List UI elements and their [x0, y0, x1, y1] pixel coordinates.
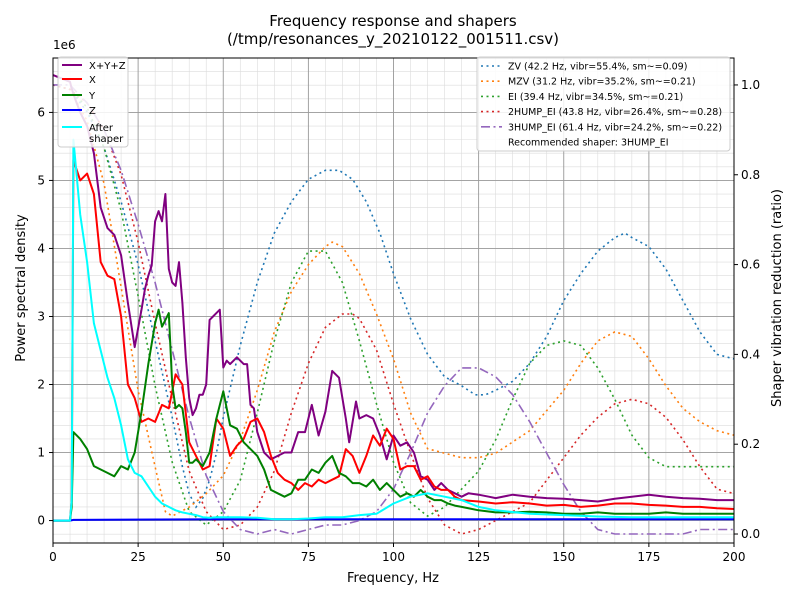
- legend-shapers: ZV (42.2 Hz, vibr=55.4%, sm~=0.09) MZV (3…: [476, 56, 731, 152]
- y-tick-label: 3: [37, 309, 45, 323]
- y-right-tick-label: 1.0: [741, 78, 760, 92]
- chart-title: Frequency response and shapers: [269, 12, 517, 30]
- x-tick-label: 100: [382, 550, 405, 564]
- x-tick-label: 200: [723, 550, 746, 564]
- legend-psd-label: X+Y+Z: [89, 61, 126, 72]
- legend-shaper-label: EI (39.4 Hz, vibr=34.5%, sm~=0.21): [508, 92, 683, 103]
- legend-shapers-box: [476, 56, 731, 152]
- chart-subtitle: (/tmp/resonances_y_20210122_001511.csv): [227, 30, 559, 49]
- legend-recommended-label: Recommended shaper: 3HUMP_EI: [508, 138, 669, 149]
- legend-psd-label: Y: [88, 91, 96, 102]
- legend-shaper-label: 3HUMP_EI (61.4 Hz, vibr=24.2%, sm~=0.22): [508, 122, 722, 133]
- psd-line: [53, 308, 734, 522]
- x-tick-label: 50: [216, 550, 231, 564]
- y-right-tick-label: 0.4: [741, 347, 760, 361]
- y-right-tick-label: 0.6: [741, 258, 760, 272]
- shaper-line: [53, 84, 734, 535]
- legend-psd-label: X: [89, 75, 96, 86]
- shaper-line: [53, 84, 734, 527]
- y-right-tick-label: 0.8: [741, 168, 760, 182]
- x-tick-label: 150: [552, 550, 575, 564]
- legend-shaper-label: 2HUMP_EI (43.8 Hz, vibr=26.4%, sm~=0.28): [508, 107, 722, 118]
- legend-shaper-label: MZV (31.2 Hz, vibr=35.2%, sm~=0.21): [508, 77, 696, 88]
- psd-line: [53, 159, 734, 522]
- y-tick-label: 2: [37, 378, 45, 392]
- y-offset-text: 1e6: [53, 38, 76, 52]
- psd-line: [53, 74, 734, 503]
- x-tick-label: 75: [301, 550, 316, 564]
- y-tick-label: 4: [37, 241, 45, 255]
- y-tick-label: 6: [37, 105, 45, 119]
- shaper-line: [53, 84, 734, 518]
- x-tick-label: 0: [49, 550, 57, 564]
- y-axis-label-right: Shaper vibration reduction (ratio): [770, 189, 785, 407]
- y-tick-label: 0: [37, 514, 45, 528]
- x-tick-label: 175: [637, 550, 660, 564]
- y-tick-label: 5: [37, 173, 45, 187]
- y-tick-label: 1: [37, 446, 45, 460]
- legend-shaper-label: ZV (42.2 Hz, vibr=55.4%, sm~=0.09): [508, 62, 687, 73]
- y-axis-label: Power spectral density: [14, 214, 29, 362]
- legend-psd-label: Z: [89, 106, 96, 117]
- y-right-tick-label: 0.2: [741, 437, 760, 451]
- x-tick-label: 25: [130, 550, 145, 564]
- x-axis-label: Frequency, Hz: [347, 571, 439, 586]
- legend-psd-label: After: [89, 123, 114, 134]
- psd-line: [53, 138, 734, 522]
- legend-psd-label: shaper: [89, 134, 124, 145]
- shaper-line: [53, 84, 734, 509]
- x-tick-label: 125: [467, 550, 490, 564]
- y-right-tick-label: 0.0: [741, 527, 760, 541]
- series-group: [53, 74, 734, 535]
